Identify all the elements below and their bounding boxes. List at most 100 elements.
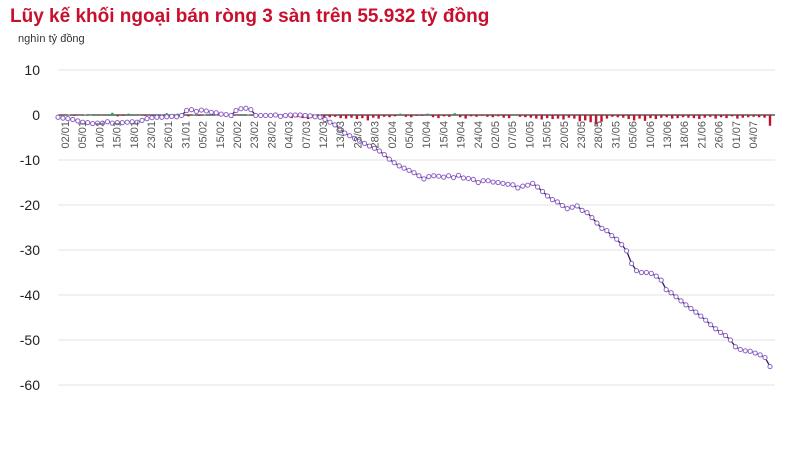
- bar: [638, 115, 641, 119]
- bar: [567, 115, 571, 118]
- data-point: [574, 203, 580, 209]
- bar: [399, 113, 402, 115]
- bar: [459, 115, 462, 118]
- data-point: [268, 112, 274, 119]
- data-point: [544, 193, 551, 199]
- data-point: [376, 148, 382, 154]
- bar: [453, 113, 456, 115]
- data-point: [198, 107, 204, 113]
- data-point: [752, 350, 758, 356]
- bar: [431, 115, 435, 118]
- data-point: [282, 112, 289, 119]
- x-tick-label: 13/03: [335, 121, 347, 149]
- data-point: [416, 173, 422, 179]
- data-point: [539, 188, 546, 195]
- data-point: [683, 302, 689, 308]
- bar: [486, 115, 489, 117]
- bar: [105, 114, 109, 115]
- data-point: [658, 277, 664, 283]
- data-point: [757, 352, 763, 358]
- data-point: [208, 109, 214, 115]
- data-point: [55, 114, 61, 120]
- data-point: [406, 167, 412, 173]
- chart-title: Lũy kế khối ngoại bán ròng 3 sàn trên 55…: [10, 6, 490, 27]
- data-point: [347, 133, 353, 139]
- data-point: [559, 202, 565, 209]
- x-tick-label: 13/06: [662, 121, 674, 149]
- data-point: [317, 114, 323, 120]
- bar: [437, 115, 440, 119]
- bar: [709, 115, 712, 117]
- bar: [154, 114, 158, 115]
- bar: [573, 115, 576, 119]
- data-point: [460, 175, 467, 181]
- bar: [741, 115, 745, 118]
- bar: [67, 114, 71, 116]
- x-tick-label: 02/01: [60, 121, 72, 149]
- data-point: [673, 294, 679, 300]
- x-tick-label: 23/05: [576, 121, 588, 149]
- x-tick-label: 10/05: [524, 121, 536, 149]
- x-tick-label: 01/07: [731, 121, 743, 149]
- data-point: [722, 332, 729, 339]
- bar: [703, 115, 706, 118]
- y-axis: 10 0 -10 -20 -30 -40 -50 -60: [20, 62, 40, 393]
- x-tick-label: 23/01: [146, 121, 158, 149]
- data-point: [139, 117, 145, 124]
- y-tick-label: -50: [20, 332, 40, 348]
- data-point: [767, 363, 773, 370]
- bar: [404, 115, 408, 117]
- data-point: [599, 225, 605, 231]
- data-point: [193, 108, 200, 115]
- bar: [442, 115, 446, 117]
- x-tick-label: 20/05: [559, 121, 571, 149]
- bar: [475, 115, 478, 117]
- bar: [497, 115, 500, 117]
- bar: [187, 115, 190, 117]
- data-point: [470, 176, 476, 182]
- data-point: [530, 180, 536, 186]
- data-point: [292, 112, 298, 118]
- bar: [333, 115, 337, 117]
- data-point: [604, 228, 610, 234]
- bar: [420, 115, 424, 116]
- bar: [562, 115, 565, 120]
- data-point: [183, 107, 190, 114]
- bar: [676, 115, 679, 119]
- bar: [94, 114, 98, 115]
- data-point: [628, 260, 635, 267]
- data-point: [263, 112, 269, 119]
- y-tick-label: -30: [20, 242, 40, 258]
- y-axis-unit-label: nghìn tỷ đồng: [18, 33, 85, 45]
- data-point: [633, 268, 640, 274]
- bar: [382, 115, 386, 117]
- bar: [649, 115, 652, 119]
- data-point: [648, 270, 654, 276]
- bar: [589, 115, 592, 123]
- data-point: [727, 337, 734, 343]
- bar: [643, 115, 647, 121]
- data-point: [520, 183, 526, 189]
- x-tick-label: 04/03: [284, 121, 296, 149]
- x-tick-label: 10/01: [94, 121, 106, 149]
- bar: [535, 115, 538, 119]
- bar: [73, 115, 76, 116]
- data-point: [480, 178, 486, 184]
- data-point: [80, 119, 86, 125]
- data-point: [60, 115, 66, 121]
- x-tick-label: 05/04: [404, 121, 416, 149]
- data-point: [119, 120, 125, 126]
- x-tick-label: 12/03: [318, 121, 330, 149]
- bar: [116, 115, 119, 117]
- x-tick-label: 28/03: [370, 121, 382, 149]
- x-tick-label: 23/03: [352, 121, 364, 149]
- data-point: [124, 119, 130, 125]
- bar: [524, 115, 527, 118]
- bar: [529, 115, 533, 118]
- data-point: [485, 178, 491, 184]
- data-point: [396, 163, 402, 169]
- x-tick-label: 15/02: [215, 121, 227, 149]
- y-tick-label: -10: [20, 152, 40, 168]
- data-point: [307, 113, 313, 119]
